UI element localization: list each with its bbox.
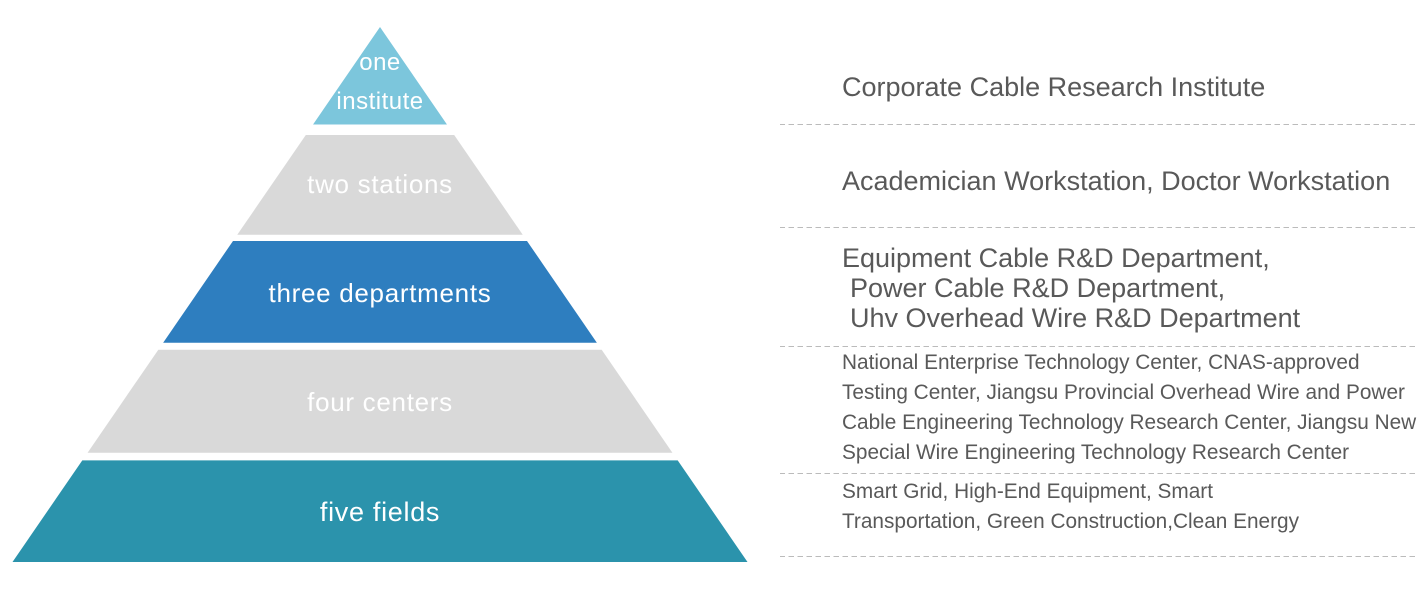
svg-text:three departments: three departments bbox=[269, 278, 492, 308]
svg-text:five fields: five fields bbox=[320, 497, 440, 527]
svg-text:one: one bbox=[359, 49, 401, 76]
svg-text:two stations: two stations bbox=[307, 169, 453, 199]
svg-text:four centers: four centers bbox=[307, 387, 453, 417]
svg-text:institute: institute bbox=[336, 88, 423, 115]
